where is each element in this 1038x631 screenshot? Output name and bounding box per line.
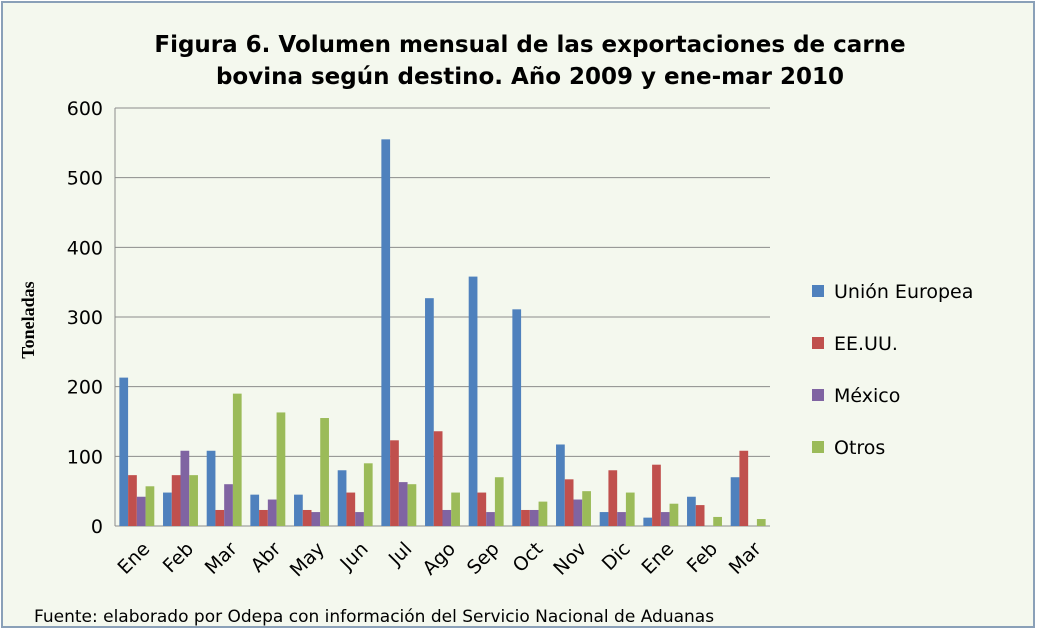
bar <box>599 512 609 526</box>
bar <box>730 477 740 526</box>
legend-label: EE.UU. <box>834 333 898 355</box>
bar <box>267 499 277 526</box>
y-tick-label: 400 <box>67 237 103 259</box>
bar <box>521 509 530 526</box>
bar <box>695 505 705 526</box>
bar <box>433 431 443 526</box>
bar <box>713 516 722 526</box>
chart-subtitle: bovina según destino. Año 2009 y ene-mar… <box>216 64 844 90</box>
bar <box>215 509 225 526</box>
bar <box>625 492 635 526</box>
bar <box>250 494 260 526</box>
bar <box>556 444 565 526</box>
y-axis-label: Toneladas <box>18 281 38 358</box>
bar <box>739 450 749 526</box>
bar <box>643 517 653 526</box>
bar <box>355 512 364 526</box>
bar <box>119 377 129 526</box>
legend-label: Unión Europea <box>834 281 973 303</box>
bar <box>189 475 198 526</box>
legend-swatch <box>812 441 824 453</box>
bar <box>171 475 181 526</box>
bar <box>128 475 137 526</box>
bar <box>206 450 216 526</box>
bar <box>425 298 434 526</box>
bar <box>529 509 539 526</box>
bar <box>276 412 286 526</box>
legend-swatch <box>812 389 824 401</box>
bar <box>660 512 670 526</box>
legend-swatch <box>812 285 824 297</box>
bar <box>486 512 495 526</box>
y-tick-label: 100 <box>67 446 103 468</box>
chart-title: Figura 6. Volumen mensual de las exporta… <box>154 32 905 58</box>
bar <box>398 482 408 526</box>
bar <box>617 512 626 526</box>
bar <box>180 450 190 526</box>
bar <box>669 503 679 526</box>
y-tick-label: 300 <box>67 307 103 329</box>
bar <box>294 494 303 526</box>
bar <box>564 479 574 526</box>
bar <box>538 501 548 526</box>
source-note: Fuente: elaborado por Odepa con informac… <box>34 607 714 627</box>
legend-label: Otros <box>834 437 885 459</box>
legend-label: México <box>834 385 900 407</box>
bar <box>494 477 504 526</box>
bar <box>259 509 268 526</box>
bar <box>512 309 522 526</box>
bar <box>224 484 233 526</box>
bar <box>687 496 696 526</box>
y-tick-label: 500 <box>67 168 103 190</box>
bar <box>337 470 347 526</box>
bar <box>145 486 155 526</box>
bar <box>442 509 452 526</box>
bar <box>136 496 146 526</box>
bar <box>346 492 356 526</box>
bar <box>390 440 399 526</box>
bar <box>756 519 766 526</box>
bar <box>302 509 312 526</box>
bar <box>311 512 321 526</box>
bar <box>232 393 242 526</box>
bar <box>320 418 329 526</box>
y-tick-label: 200 <box>67 377 103 399</box>
y-tick-label: 0 <box>91 516 103 538</box>
bar <box>163 492 172 526</box>
legend-swatch <box>812 337 824 349</box>
bar <box>381 139 391 526</box>
bar <box>608 470 618 526</box>
bar <box>582 491 591 526</box>
bar <box>477 492 487 526</box>
bar <box>451 492 460 526</box>
bar <box>407 484 417 526</box>
y-tick-label: 600 <box>67 98 103 120</box>
bar <box>363 463 373 526</box>
bar <box>573 499 583 526</box>
bar <box>652 464 661 526</box>
bar <box>468 276 478 526</box>
